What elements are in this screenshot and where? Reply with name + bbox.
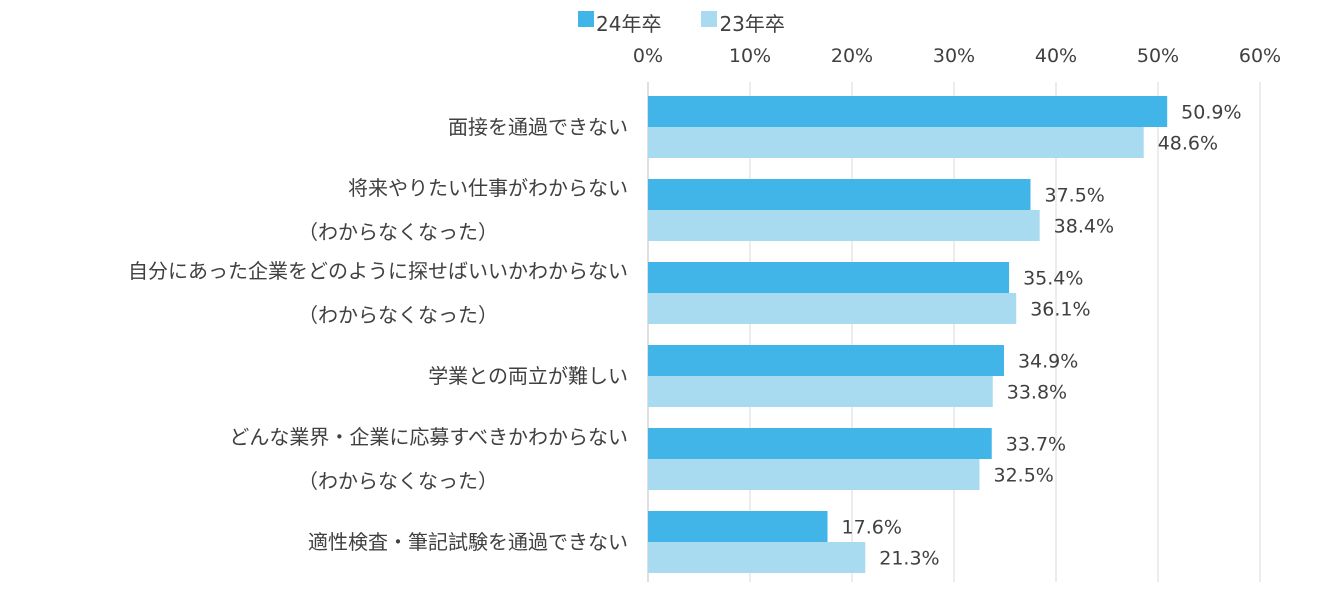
- x-tick-label-50: 50%: [1137, 45, 1179, 67]
- category-label-4-1: （わからなくなった）: [298, 469, 498, 493]
- category-label-1-0: 将来やりたい仕事がわからない: [348, 176, 628, 200]
- bar-23-1: [648, 210, 1040, 241]
- data-label-23-3: 33.8%: [1007, 382, 1067, 404]
- bar-24-2: [648, 262, 1010, 293]
- x-tick-label-20: 20%: [831, 45, 873, 67]
- data-label-24-1: 37.5%: [1045, 185, 1105, 207]
- legend-swatch-23: [701, 11, 718, 27]
- category-label-0-0: 面接を通過できない: [448, 115, 628, 139]
- legend-label-23: 23年卒: [719, 12, 785, 36]
- data-label-24-5: 17.6%: [842, 517, 902, 539]
- legend-item-24: 24年卒: [578, 8, 661, 37]
- x-tick-label-60: 60%: [1239, 45, 1281, 67]
- bar-23-3: [648, 376, 993, 407]
- bar-24-5: [648, 511, 828, 542]
- category-label-1-1: （わからなくなった）: [298, 220, 498, 244]
- legend-item-23: 23年卒: [701, 8, 785, 37]
- bar-23-4: [648, 459, 980, 490]
- data-label-23-1: 38.4%: [1054, 216, 1114, 238]
- data-label-23-2: 36.1%: [1030, 299, 1090, 321]
- x-tick-label-0: 0%: [633, 45, 663, 67]
- category-label-5-0: 適性検査・筆記試験を通過できない: [308, 530, 628, 554]
- bar-23-2: [648, 293, 1017, 324]
- legend-swatch-24: [578, 11, 594, 27]
- x-tick-label-10: 10%: [729, 45, 771, 67]
- bar-23-0: [648, 127, 1144, 158]
- data-label-23-0: 48.6%: [1158, 133, 1218, 155]
- category-label-4-0: どんな業界・企業に応募すべきかわからない: [229, 425, 628, 449]
- bar-24-3: [648, 345, 1004, 376]
- bar-24-0: [648, 96, 1168, 127]
- data-label-24-2: 35.4%: [1023, 268, 1083, 290]
- bar-23-5: [648, 542, 866, 573]
- x-tick-label-40: 40%: [1035, 45, 1077, 67]
- bar-24-1: [648, 179, 1031, 210]
- data-label-24-0: 50.9%: [1181, 102, 1241, 124]
- category-label-3-0: 学業との両立が難しい: [428, 364, 628, 388]
- legend-label-24: 24年卒: [596, 12, 662, 36]
- data-label-23-4: 32.5%: [994, 465, 1054, 487]
- legend: 24年卒 23年卒: [578, 8, 785, 37]
- data-label-24-4: 33.7%: [1006, 434, 1066, 456]
- bar-24-4: [648, 428, 992, 459]
- data-label-24-3: 34.9%: [1018, 351, 1078, 373]
- category-label-2-1: （わからなくなった）: [298, 303, 498, 327]
- data-label-23-5: 21.3%: [879, 548, 939, 570]
- category-label-2-0: 自分にあった企業をどのように探せばいいかわからない: [128, 259, 628, 283]
- x-tick-label-30: 30%: [933, 45, 975, 67]
